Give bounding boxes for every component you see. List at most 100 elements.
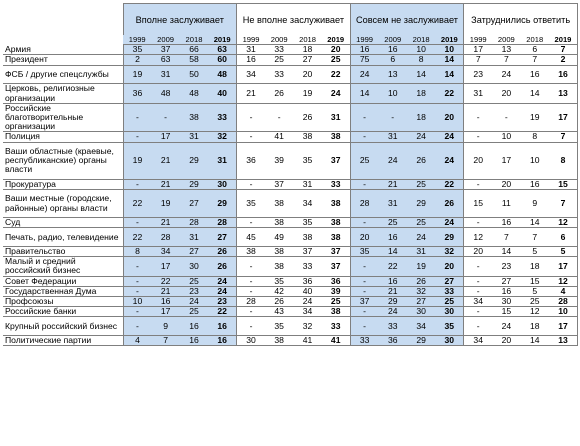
value-cell: - xyxy=(123,256,152,277)
year-header: 2009 xyxy=(151,35,180,46)
row-label: Профсоюзы xyxy=(3,296,124,308)
value-cell: 25 xyxy=(406,217,436,229)
value-cell: 27 xyxy=(179,189,209,219)
value-cell: - xyxy=(236,276,265,287)
value-cell: 16 xyxy=(492,286,521,298)
value-cell: 43 xyxy=(264,306,294,318)
value-cell: 13 xyxy=(548,83,578,104)
value-cell: 34 xyxy=(406,316,436,337)
value-cell: 20 xyxy=(492,83,521,104)
value-cell: 19 xyxy=(151,189,180,219)
value-cell: 25 xyxy=(406,179,436,191)
year-header: 2019 xyxy=(435,35,465,46)
value-cell: 4 xyxy=(548,286,578,298)
value-cell: 7 xyxy=(548,44,578,56)
value-cell: 23 xyxy=(179,286,209,298)
table-row: Российские банки -17 25 22-43 34 38-24 30 30-15… xyxy=(3,306,578,318)
value-cell: 24 xyxy=(293,296,322,308)
value-cell: 38 xyxy=(264,246,294,258)
value-cell: 30 xyxy=(435,335,465,347)
value-cell: 45 xyxy=(236,227,265,248)
value-cell: 21 xyxy=(151,286,180,298)
value-cell: 17 xyxy=(151,131,180,143)
value-cell: 36 xyxy=(236,142,265,180)
row-label: Российские банки xyxy=(3,306,124,318)
value-cell: 38 xyxy=(321,189,351,219)
value-cell: 10 xyxy=(492,131,521,143)
value-cell: 2 xyxy=(548,54,578,66)
value-cell: 34 xyxy=(151,246,180,258)
value-cell: 27 xyxy=(208,227,238,248)
group-header-row: Вполне заслуживает Не вполне заслуживает С… xyxy=(3,3,578,35)
value-cell: 16 xyxy=(350,44,379,56)
value-cell: - xyxy=(463,316,493,337)
row-label: Государственная Дума xyxy=(3,286,124,298)
row-label: Печать, радио, телевидение xyxy=(3,227,124,248)
value-cell: 14 xyxy=(435,65,465,85)
value-cell: 25 xyxy=(321,54,351,66)
value-cell: 14 xyxy=(520,83,549,104)
value-cell: 31 xyxy=(463,83,493,104)
value-cell: - xyxy=(463,179,493,191)
value-cell: 7 xyxy=(548,189,578,219)
value-cell: - xyxy=(236,306,265,318)
year-header: 1999 xyxy=(463,35,493,46)
value-cell: 24 xyxy=(208,276,238,287)
value-cell: 30 xyxy=(492,296,521,308)
value-cell: 16 xyxy=(378,44,407,56)
value-cell: 12 xyxy=(548,276,578,287)
value-cell: 7 xyxy=(520,54,549,66)
value-cell: 18 xyxy=(406,83,436,104)
value-cell: 36 xyxy=(321,276,351,287)
value-cell: 39 xyxy=(264,142,294,180)
value-cell: - xyxy=(463,276,493,287)
value-cell: 38 xyxy=(293,227,322,248)
table-row: Полиция -17 31 32-41 38 38-31 24 24-10 8 7 xyxy=(3,131,578,143)
value-cell: 20 xyxy=(435,256,465,277)
value-cell: 7 xyxy=(492,227,521,248)
value-cell: 15 xyxy=(520,276,549,287)
value-cell: 22 xyxy=(123,227,152,248)
table-row: ФСБ / другие спецслужбы 19 31 50 48 34 33 20 22 2… xyxy=(3,65,578,85)
value-cell: 10 xyxy=(378,83,407,104)
value-cell: 29 xyxy=(406,335,436,347)
year-header: 2018 xyxy=(406,35,436,46)
value-cell: 22 xyxy=(435,179,465,191)
value-cell: 41 xyxy=(293,335,322,347)
value-cell: 28 xyxy=(208,217,238,229)
value-cell: 36 xyxy=(378,335,407,347)
table-row: Прокуратура -21 29 30-37 31 33-21 25 22-20 16 15 xyxy=(3,179,578,191)
value-cell: - xyxy=(463,256,493,277)
value-cell: 10 xyxy=(548,306,578,318)
value-cell: 26 xyxy=(208,256,238,277)
value-cell: 31 xyxy=(378,189,407,219)
value-cell: 32 xyxy=(435,246,465,258)
value-cell: 12 xyxy=(548,217,578,229)
value-cell: 38 xyxy=(321,227,351,248)
value-cell: - xyxy=(463,217,493,229)
group-header-3: Совсем не заслуживает xyxy=(349,3,465,35)
value-cell: - xyxy=(123,306,152,318)
row-label: Прокуратура xyxy=(3,179,124,191)
value-cell: 8 xyxy=(520,131,549,143)
year-header: 2009 xyxy=(378,35,407,46)
value-cell: 37 xyxy=(264,179,294,191)
value-cell: 20 xyxy=(492,335,521,347)
value-cell: - xyxy=(463,131,493,143)
value-cell: 9 xyxy=(151,316,180,337)
value-cell: 41 xyxy=(264,131,294,143)
value-cell: 26 xyxy=(406,142,436,180)
value-cell: - xyxy=(350,217,379,229)
value-cell: 31 xyxy=(208,142,238,180)
value-cell: 37 xyxy=(321,256,351,277)
value-cell: 6 xyxy=(548,227,578,248)
value-cell: 26 xyxy=(293,103,322,133)
value-cell: - xyxy=(264,103,294,133)
value-cell: 7 xyxy=(151,335,180,347)
value-cell: 14 xyxy=(492,246,521,258)
value-cell: 17 xyxy=(548,256,578,277)
value-cell: 40 xyxy=(208,83,238,104)
value-cell: 20 xyxy=(463,142,493,180)
value-cell: 24 xyxy=(406,227,436,248)
value-cell: 38 xyxy=(264,189,294,219)
